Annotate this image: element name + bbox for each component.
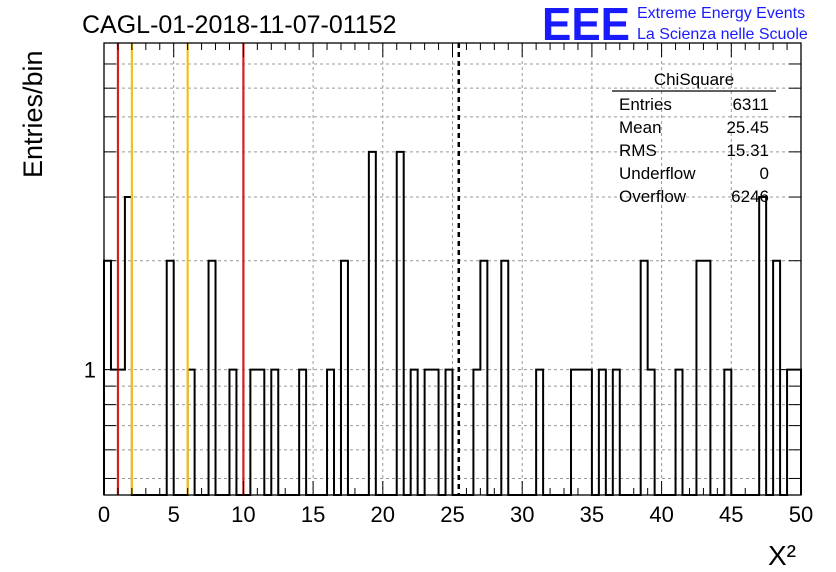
stats-row-value: 6311 [732, 95, 769, 114]
axis-ticks [103, 43, 802, 495]
stats-row-label: Overflow [619, 187, 687, 206]
x-tick-label: 5 [168, 502, 180, 527]
x-tick-label: 10 [231, 502, 255, 527]
x-tick-label: 50 [789, 502, 813, 527]
x-tick-labels: 0 5 10 15 20 25 30 35 40 45 50 [98, 502, 813, 527]
logo-line-1: Extreme Energy Events [637, 5, 805, 22]
x-tick-label: 35 [580, 502, 604, 527]
x-tick-label: 25 [440, 502, 464, 527]
y-axis-label: Entries/bin [18, 50, 48, 178]
stats-row-label: RMS [619, 141, 657, 160]
x-tick-label: 30 [510, 502, 534, 527]
stats-row-value: 6246 [731, 187, 769, 206]
y-tick-label: 1 [84, 358, 96, 383]
histogram-bars [103, 150, 802, 496]
logo-mark: EEE [542, 0, 630, 50]
logo-line-2: La Scienza nelle Scuole [637, 26, 808, 43]
x-tick-label: 40 [649, 502, 673, 527]
x-tick-label: 0 [98, 502, 110, 527]
eee-logo: EEE Extreme Energy Events La Scienza nel… [542, 0, 808, 50]
marker-lines [116, 43, 461, 495]
x-tick-label: 45 [719, 502, 743, 527]
stats-box: ChiSquare Entries 6311 Mean 25.45 RMS 15.31 Und… [612, 70, 776, 206]
stats-row-label: Entries [619, 95, 672, 114]
chart-title: CAGL-01-2018-11-07-01152 [82, 11, 397, 39]
x-tick-label: 20 [371, 502, 395, 527]
stats-row-value: 25.45 [726, 118, 769, 137]
x-tick-label: 15 [301, 502, 325, 527]
stats-row-label: Underflow [619, 164, 696, 183]
stats-row-value: 0 [760, 164, 769, 183]
stats-row-label: Mean [619, 118, 662, 137]
y-tick-labels: 1 [84, 358, 96, 383]
stats-row-value: 15.31 [726, 141, 769, 160]
x-axis-label: X² [768, 540, 796, 571]
stats-title: ChiSquare [654, 70, 734, 89]
histogram-outline [103, 150, 802, 496]
